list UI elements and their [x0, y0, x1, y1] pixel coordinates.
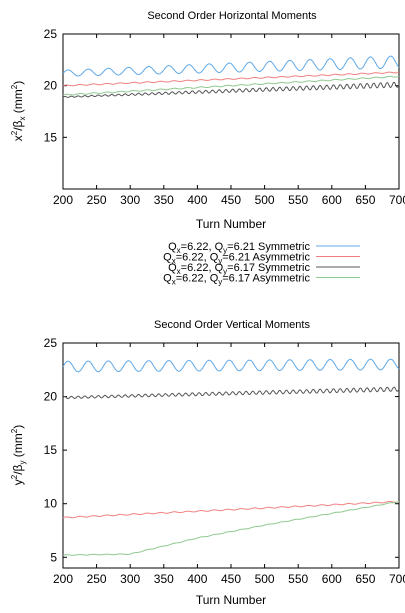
y-axis-label: x2/βx (mm2): [10, 81, 27, 141]
x-tick-label: 350: [154, 193, 174, 207]
y-tick-label: 25: [44, 336, 58, 350]
x-tick-label: 300: [120, 572, 140, 586]
ticks: 200 250 300 350 400 450 500 550 600 650 700 5 10 15 20…: [44, 336, 405, 586]
series-lines: [62, 358, 400, 556]
legend-entry-label: Qx=6.22, Qy=6.17 Asymmetric: [163, 273, 310, 287]
y-tick-label: 15: [44, 130, 58, 144]
vertical-moments-chart: Second Order Vertical Moments 200 250 300 3…: [10, 319, 405, 607]
series-line-1: [62, 55, 400, 77]
legend-entry-label: Qx=6.22, Qy=6.21 Symmetric: [168, 241, 310, 255]
x-tick-label: 200: [53, 572, 73, 586]
x-tick-label: 250: [87, 572, 107, 586]
x-tick-label: 200: [53, 193, 73, 207]
plot-frame: [62, 33, 400, 190]
y-axis-label: y2/βy (mm2): [10, 425, 27, 485]
x-tick-label: 650: [355, 193, 375, 207]
x-tick-label: 700: [389, 572, 405, 586]
x-tick-label: 450: [221, 193, 241, 207]
x-tick-label: 400: [187, 193, 207, 207]
x-tick-label: 600: [322, 193, 342, 207]
legend-entry-label: Qx=6.22, Qy=6.21 Asymmetric: [163, 252, 310, 266]
series-line-2: [62, 501, 400, 519]
y-tick-label: 10: [44, 497, 58, 511]
x-tick-label: 500: [255, 572, 275, 586]
chart-title: Second Order Horizontal Moments: [147, 10, 317, 22]
series-line-4: [62, 75, 400, 96]
series-line-1: [62, 358, 400, 373]
y-tick-label: 5: [50, 550, 57, 564]
y-tick-label: 15: [44, 443, 58, 457]
plot-frame: [62, 342, 400, 569]
horizontal-moments-chart: Second Order Horizontal Moments 200 250 30…: [10, 10, 405, 231]
chart-title: Second Order Vertical Moments: [154, 319, 310, 331]
series-line-3: [62, 386, 400, 400]
series-line-3: [62, 81, 400, 98]
x-tick-label: 700: [389, 193, 405, 207]
x-tick-label: 550: [288, 193, 308, 207]
x-tick-label: 500: [255, 193, 275, 207]
x-tick-label: 400: [187, 572, 207, 586]
x-axis-label: Turn Number: [196, 593, 266, 607]
series-line-2: [62, 71, 400, 87]
y-tick-label: 25: [44, 27, 58, 41]
x-axis-label: Turn Number: [196, 217, 266, 231]
series-line-4: [62, 501, 400, 556]
y-tick-label: 20: [44, 79, 58, 93]
legend-entry-label: Qx=6.22, Qy=6.17 Symmetric: [168, 262, 310, 276]
series-lines: [62, 55, 400, 98]
ticks: 200 250 300 350 400 450 500 550 600 650 700 15 20 25: [44, 27, 405, 207]
x-tick-label: 600: [322, 572, 342, 586]
x-tick-label: 300: [120, 193, 140, 207]
x-tick-label: 450: [221, 572, 241, 586]
y-tick-label: 20: [44, 390, 58, 404]
x-tick-label: 350: [154, 572, 174, 586]
x-tick-label: 550: [288, 572, 308, 586]
x-tick-label: 650: [355, 572, 375, 586]
x-tick-label: 250: [87, 193, 107, 207]
